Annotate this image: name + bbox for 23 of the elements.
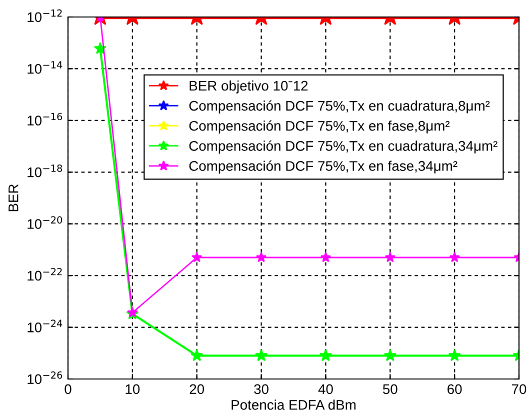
- legend-label: Compensación DCF 75%,Tx en cuadratura,34μm²: [189, 140, 498, 154]
- y-tick-label: 10$^{−12}$: [28, 9, 62, 22]
- legend-label: Compensación DCF 75%,Tx en cuadratura,8μm²: [189, 100, 490, 114]
- y-axis-title: BER: [8, 184, 18, 212]
- y-tick-label: 10$^{−22}$: [28, 268, 62, 281]
- y-tick-label: 10$^{−20}$: [28, 216, 62, 229]
- x-tick-label: 10: [126, 384, 140, 394]
- x-axis-title: Potencia EDFA dBm: [232, 400, 356, 410]
- x-tick-label: 30: [254, 384, 268, 394]
- x-tick-label: 0: [64, 384, 72, 394]
- legend-label: Compensación DCF 75%,Tx en fase,8μm²: [189, 120, 450, 134]
- legend-label: BER objetivo 10ˉ12: [190, 80, 308, 94]
- y-tick-label: 10$^{−18}$: [28, 164, 62, 178]
- y-tick-label: 10$^{−16}$: [28, 112, 62, 126]
- y-tick-label: 10$^{−14}$: [28, 61, 62, 74]
- y-tick-label: 10$^{−26}$: [28, 371, 62, 384]
- x-tick-label: 50: [382, 384, 398, 394]
- x-tick-label: 60: [448, 384, 462, 394]
- legend-label: Compensación DCF 75%,Tx en fase,34μm²: [189, 160, 458, 174]
- x-tick-label: 70: [512, 384, 526, 394]
- y-tick-label: 10$^{−24}$: [28, 320, 62, 332]
- x-tick-label: 20: [190, 384, 204, 394]
- x-tick-label: 40: [318, 384, 333, 394]
